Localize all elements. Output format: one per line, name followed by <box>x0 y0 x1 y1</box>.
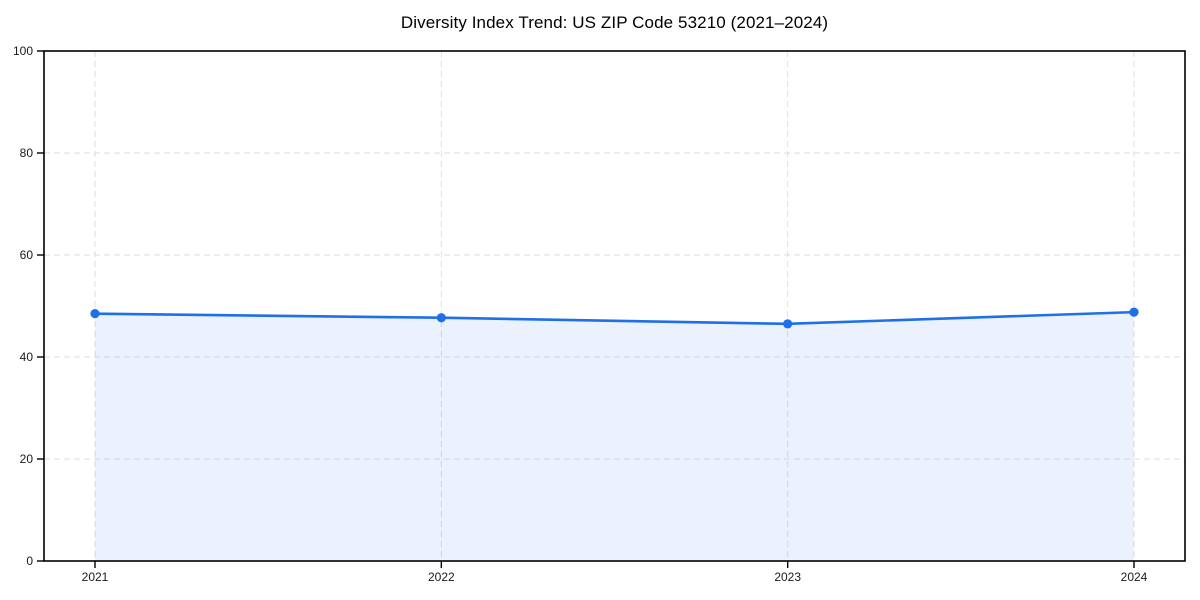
chart-title: Diversity Index Trend: US ZIP Code 53210… <box>400 13 829 32</box>
area-fill <box>95 312 1134 561</box>
x-tick-label: 2021 <box>82 570 109 584</box>
y-tick-label: 60 <box>20 248 34 262</box>
plot-border <box>43 50 1186 562</box>
y-tick-label: 0 <box>26 554 33 568</box>
x-tick-label: 2022 <box>428 570 455 584</box>
data-point <box>90 309 100 319</box>
y-tick-label: 100 <box>13 44 33 58</box>
data-point <box>436 313 446 323</box>
x-tick-label: 2024 <box>1121 570 1148 584</box>
y-tick-label: 40 <box>20 350 34 364</box>
y-tick-label: 80 <box>20 146 34 160</box>
y-tick-label: 20 <box>20 452 34 466</box>
x-tick-label: 2023 <box>774 570 801 584</box>
data-point <box>783 319 793 329</box>
data-point <box>1129 307 1139 317</box>
trend-line <box>93 310 1136 326</box>
